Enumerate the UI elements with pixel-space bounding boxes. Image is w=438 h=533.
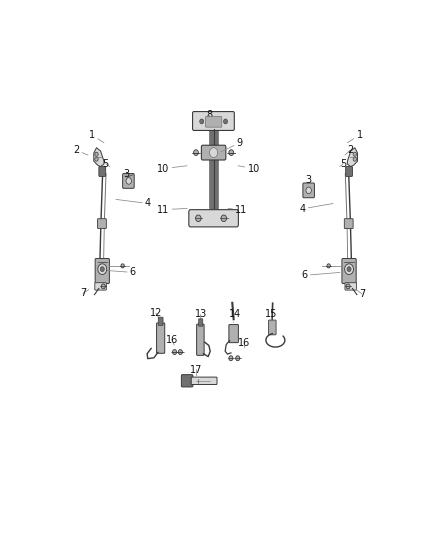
Circle shape xyxy=(101,284,105,289)
FancyBboxPatch shape xyxy=(98,219,106,229)
FancyBboxPatch shape xyxy=(191,377,217,384)
Circle shape xyxy=(221,215,226,222)
Text: 1: 1 xyxy=(89,130,104,143)
Circle shape xyxy=(121,264,124,268)
Circle shape xyxy=(200,119,204,124)
Circle shape xyxy=(126,177,131,184)
Circle shape xyxy=(194,150,198,156)
Circle shape xyxy=(346,284,350,289)
Text: 15: 15 xyxy=(265,309,278,322)
Circle shape xyxy=(229,150,233,156)
FancyBboxPatch shape xyxy=(156,323,165,353)
FancyBboxPatch shape xyxy=(303,183,314,198)
Circle shape xyxy=(353,157,357,161)
Polygon shape xyxy=(94,148,104,166)
Circle shape xyxy=(236,356,240,361)
FancyBboxPatch shape xyxy=(229,325,238,343)
Text: 5: 5 xyxy=(102,159,110,168)
Circle shape xyxy=(196,215,201,222)
Text: 13: 13 xyxy=(194,309,207,322)
Text: 14: 14 xyxy=(229,309,241,322)
FancyBboxPatch shape xyxy=(95,259,110,284)
Text: 16: 16 xyxy=(166,335,178,345)
FancyBboxPatch shape xyxy=(344,219,353,229)
FancyBboxPatch shape xyxy=(95,282,106,290)
Circle shape xyxy=(345,264,353,274)
Text: 2: 2 xyxy=(73,145,88,155)
FancyBboxPatch shape xyxy=(199,319,203,326)
Circle shape xyxy=(327,264,330,268)
Text: 17: 17 xyxy=(191,365,203,376)
Circle shape xyxy=(95,157,98,161)
Text: 11: 11 xyxy=(228,205,247,215)
Circle shape xyxy=(173,350,177,354)
Circle shape xyxy=(209,148,218,158)
Circle shape xyxy=(223,119,227,124)
Circle shape xyxy=(229,356,233,361)
Text: 1: 1 xyxy=(347,130,363,143)
Text: 4: 4 xyxy=(300,204,333,214)
Polygon shape xyxy=(347,148,357,166)
Text: 10: 10 xyxy=(157,164,187,174)
Text: 12: 12 xyxy=(150,308,162,320)
Circle shape xyxy=(100,266,104,272)
Text: 8: 8 xyxy=(206,110,212,122)
Circle shape xyxy=(353,152,357,156)
FancyBboxPatch shape xyxy=(342,259,356,284)
FancyBboxPatch shape xyxy=(189,209,238,227)
FancyBboxPatch shape xyxy=(158,317,163,325)
Circle shape xyxy=(98,264,107,274)
FancyBboxPatch shape xyxy=(205,117,222,127)
Text: 6: 6 xyxy=(301,270,340,280)
Text: 3: 3 xyxy=(306,175,312,188)
FancyBboxPatch shape xyxy=(181,375,193,387)
FancyBboxPatch shape xyxy=(197,324,204,356)
FancyBboxPatch shape xyxy=(123,174,134,188)
FancyBboxPatch shape xyxy=(193,111,234,131)
FancyBboxPatch shape xyxy=(268,320,276,335)
Circle shape xyxy=(347,266,351,272)
FancyBboxPatch shape xyxy=(345,282,357,290)
FancyBboxPatch shape xyxy=(346,166,353,176)
Text: 4: 4 xyxy=(116,198,151,208)
Text: 5: 5 xyxy=(340,159,346,168)
Text: 6: 6 xyxy=(106,268,136,278)
Text: 10: 10 xyxy=(238,164,260,174)
Text: 2: 2 xyxy=(345,145,353,155)
Text: 3: 3 xyxy=(123,169,129,180)
FancyBboxPatch shape xyxy=(99,166,106,176)
Circle shape xyxy=(306,187,311,193)
Text: 7: 7 xyxy=(80,288,88,298)
Text: 11: 11 xyxy=(157,205,187,215)
Text: 16: 16 xyxy=(238,338,250,348)
Circle shape xyxy=(95,152,98,156)
FancyBboxPatch shape xyxy=(201,145,226,160)
Text: 9: 9 xyxy=(221,138,243,152)
Circle shape xyxy=(178,350,182,354)
Text: 7: 7 xyxy=(356,289,365,299)
